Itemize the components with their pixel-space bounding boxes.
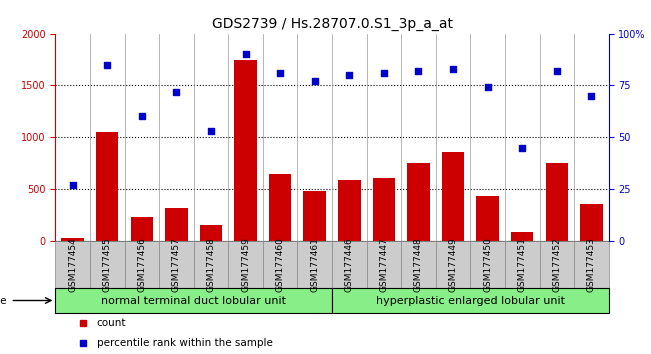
Bar xyxy=(332,241,367,288)
Text: GSM177446: GSM177446 xyxy=(345,237,353,292)
Point xyxy=(171,89,182,95)
Bar xyxy=(303,191,326,241)
Point xyxy=(448,66,458,72)
Point xyxy=(275,70,285,76)
Bar xyxy=(338,179,361,241)
Text: GSM177452: GSM177452 xyxy=(552,237,561,292)
Text: percentile rank within the sample: percentile rank within the sample xyxy=(97,338,273,348)
Text: GSM177447: GSM177447 xyxy=(380,237,389,292)
Text: GSM177459: GSM177459 xyxy=(241,237,250,292)
Bar xyxy=(401,241,436,288)
Bar xyxy=(580,205,603,241)
Text: GSM177450: GSM177450 xyxy=(483,237,492,292)
Bar xyxy=(124,241,159,288)
Title: GDS2739 / Hs.28707.0.S1_3p_a_at: GDS2739 / Hs.28707.0.S1_3p_a_at xyxy=(212,17,452,31)
Bar xyxy=(332,288,609,313)
Bar xyxy=(263,241,298,288)
Bar xyxy=(61,238,84,241)
Bar xyxy=(200,225,222,241)
Bar xyxy=(165,207,187,241)
Bar xyxy=(436,241,470,288)
Text: GSM177455: GSM177455 xyxy=(103,237,112,292)
Bar xyxy=(229,241,263,288)
Bar xyxy=(234,59,256,241)
Text: disease state: disease state xyxy=(0,296,7,306)
Bar xyxy=(55,241,90,288)
Bar xyxy=(131,217,153,241)
Point xyxy=(240,51,251,57)
Bar xyxy=(511,233,533,241)
Text: GSM177458: GSM177458 xyxy=(206,237,215,292)
Text: GSM177453: GSM177453 xyxy=(587,237,596,292)
Text: GSM177460: GSM177460 xyxy=(275,237,284,292)
Bar xyxy=(546,163,568,241)
Bar xyxy=(470,241,505,288)
Text: hyperplastic enlarged lobular unit: hyperplastic enlarged lobular unit xyxy=(376,296,565,306)
Point xyxy=(551,68,562,74)
Point xyxy=(309,79,320,84)
Point xyxy=(413,68,424,74)
Bar xyxy=(159,241,194,288)
Bar xyxy=(477,196,499,241)
Point xyxy=(586,93,596,98)
Text: count: count xyxy=(97,318,126,327)
Text: GSM177454: GSM177454 xyxy=(68,237,77,292)
Bar xyxy=(90,241,124,288)
Text: GSM177461: GSM177461 xyxy=(311,237,319,292)
Bar xyxy=(194,241,229,288)
Point xyxy=(206,128,216,134)
Point xyxy=(517,145,527,150)
Bar xyxy=(298,241,332,288)
Text: GSM177457: GSM177457 xyxy=(172,237,181,292)
Bar xyxy=(269,175,292,241)
Bar xyxy=(574,241,609,288)
Bar xyxy=(442,152,464,241)
Text: normal terminal duct lobular unit: normal terminal duct lobular unit xyxy=(101,296,286,306)
Bar xyxy=(96,132,118,241)
Text: GSM177456: GSM177456 xyxy=(137,237,146,292)
Bar xyxy=(55,288,332,313)
Point xyxy=(137,114,147,119)
Bar xyxy=(505,241,540,288)
Bar xyxy=(540,241,574,288)
Point xyxy=(379,70,389,76)
Point xyxy=(102,62,113,68)
Bar xyxy=(408,163,430,241)
Text: GSM177448: GSM177448 xyxy=(414,237,423,292)
Point xyxy=(68,182,78,188)
Text: GSM177449: GSM177449 xyxy=(449,237,458,292)
Point xyxy=(344,72,355,78)
Bar xyxy=(372,178,395,241)
Text: GSM177451: GSM177451 xyxy=(518,237,527,292)
Point xyxy=(482,85,493,90)
Bar xyxy=(367,241,401,288)
